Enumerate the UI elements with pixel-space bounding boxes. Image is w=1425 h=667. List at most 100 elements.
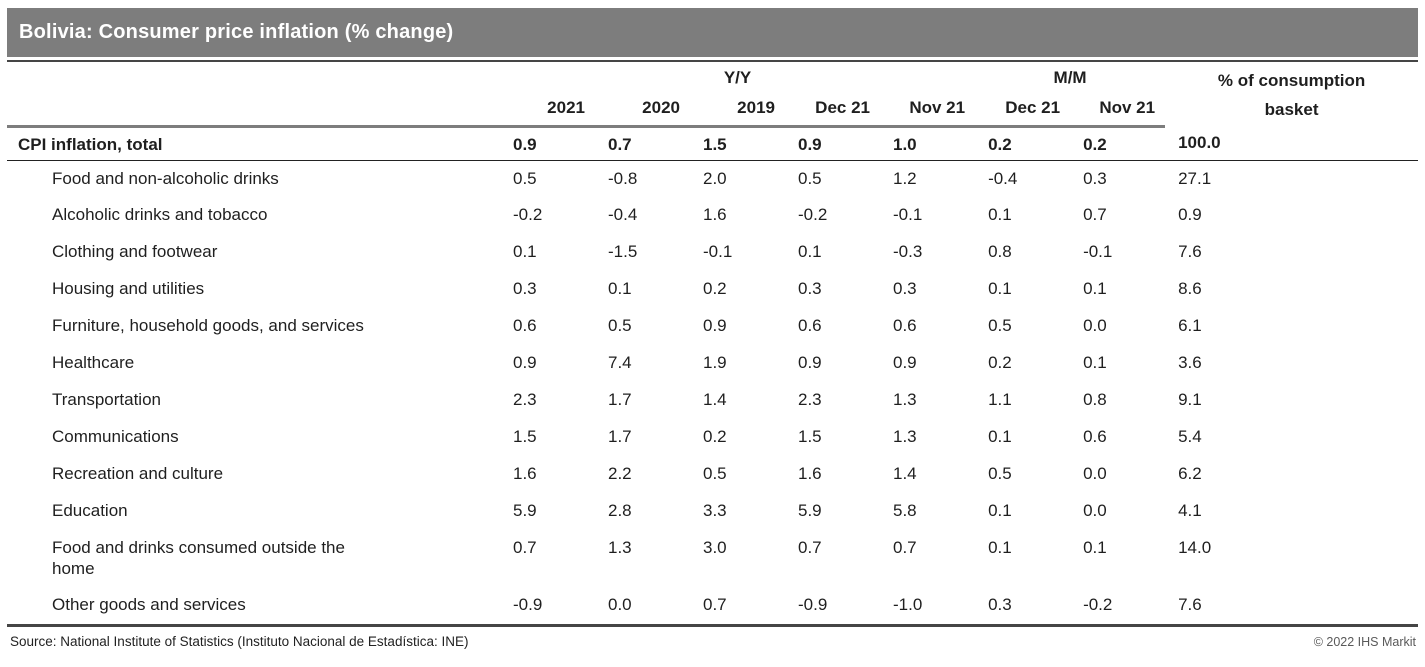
copyright-note: © 2022 IHS Markit bbox=[1313, 635, 1416, 649]
category-label: Food and drinks consumed outside the hom… bbox=[52, 538, 345, 578]
value-cell: 0.5 bbox=[608, 316, 632, 335]
value-cell: 7.4 bbox=[608, 353, 632, 372]
value-cell: 1.3 bbox=[893, 427, 917, 446]
value-cell: 0.6 bbox=[893, 316, 917, 335]
category-label: Clothing and footwear bbox=[52, 242, 218, 261]
value-cell: 0.1 bbox=[1083, 279, 1107, 298]
value-cell: 2.3 bbox=[798, 390, 822, 409]
category-label: Food and non-alcoholic drinks bbox=[52, 168, 279, 188]
value-cell: 14.0 bbox=[1178, 538, 1212, 557]
value-cell: 0.0 bbox=[1083, 316, 1107, 335]
value-cell: 0.0 bbox=[608, 595, 632, 614]
value-cell: 1.4 bbox=[703, 390, 727, 409]
value-cell: 7.6 bbox=[1178, 595, 1202, 614]
value-cell: 0.9 bbox=[513, 353, 537, 372]
value-cell: 3.0 bbox=[703, 538, 727, 557]
value-cell: 5.9 bbox=[513, 501, 537, 520]
value-cell: 0.7 bbox=[703, 595, 727, 614]
table-row: Alcoholic drinks and tobacco -0.2 -0.4 1… bbox=[7, 197, 1418, 234]
table-row: Clothing and footwear 0.1 -1.5 -0.1 0.1 … bbox=[7, 234, 1418, 271]
basket-header-line1: % of consumption bbox=[1217, 71, 1366, 90]
table-body: CPI inflation, total 0.9 0.7 1.5 0.9 1.0… bbox=[7, 126, 1419, 624]
value-cell: -0.1 bbox=[1083, 242, 1113, 261]
value-cell: 0.6 bbox=[798, 316, 822, 335]
value-cell: 5.8 bbox=[893, 501, 917, 520]
column-header-row: 2021 2020 2019 Dec 21 Nov 21 Dec 21 Nov … bbox=[7, 90, 1418, 128]
value-cell: 0.8 bbox=[988, 242, 1012, 261]
value-cell: 0.3 bbox=[798, 279, 822, 298]
value-cell: -0.2 bbox=[798, 205, 828, 224]
value-cell: 0.2 bbox=[988, 353, 1012, 372]
value-cell: -0.9 bbox=[513, 595, 543, 614]
value-cell: 1.7 bbox=[608, 427, 632, 446]
value-cell: 1.5 bbox=[513, 427, 537, 446]
category-label: Housing and utilities bbox=[52, 279, 205, 298]
value-cell: 0.9 bbox=[893, 353, 917, 372]
value-cell: 1.2 bbox=[893, 168, 917, 188]
value-cell: 0.1 bbox=[513, 242, 537, 261]
table-row: Food and drinks consumed outside the hom… bbox=[7, 530, 1418, 587]
category-label: Healthcare bbox=[52, 353, 135, 372]
value-cell: 0.0 bbox=[1083, 464, 1107, 483]
value-cell: 0.7 bbox=[893, 538, 917, 557]
value-cell: 0.9 bbox=[1178, 205, 1202, 224]
value-cell: 1.6 bbox=[703, 205, 727, 224]
category-label: Furniture, household goods, and services bbox=[52, 316, 364, 335]
value-cell: 1.3 bbox=[608, 538, 632, 557]
value-cell: -1.0 bbox=[893, 595, 923, 614]
group-header-yy: Y/Y bbox=[723, 68, 752, 87]
value-cell: 0.7 bbox=[798, 538, 822, 557]
cpi-inflation-table: Y/Y M/M % of consumption basket 2021 202… bbox=[7, 62, 1419, 624]
value-cell: 0.9 bbox=[785, 126, 880, 161]
value-cell: 4.1 bbox=[1178, 501, 1202, 520]
corner-cell bbox=[7, 90, 500, 128]
table-row: Other goods and services -0.9 0.0 0.7 -0… bbox=[7, 587, 1418, 624]
table-header: Y/Y M/M % of consumption basket 2021 202… bbox=[7, 62, 1418, 128]
table-row: Healthcare 0.9 7.4 1.9 0.9 0.9 0.2 0.1 3… bbox=[7, 345, 1418, 382]
value-cell: 0.1 bbox=[798, 242, 822, 261]
value-cell: 1.7 bbox=[608, 390, 632, 409]
category-label: Education bbox=[52, 501, 128, 520]
column-header-nov21-yy: Nov 21 bbox=[880, 90, 976, 128]
table-row: Food and non-alcoholic drinks 0.5 -0.8 2… bbox=[7, 160, 1418, 197]
value-cell: 0.3 bbox=[1083, 168, 1107, 188]
value-cell: 2.2 bbox=[608, 464, 632, 483]
value-cell: 1.9 bbox=[703, 353, 727, 372]
value-cell: -0.8 bbox=[608, 168, 638, 188]
value-cell: -0.3 bbox=[893, 242, 923, 261]
value-cell: 0.0 bbox=[1083, 501, 1107, 520]
value-cell: 0.1 bbox=[988, 538, 1012, 557]
category-label: Alcoholic drinks and tobacco bbox=[52, 205, 268, 224]
exhibit-title-bar: Bolivia: Consumer price inflation (% cha… bbox=[7, 8, 1418, 57]
value-cell: 0.1 bbox=[1083, 353, 1107, 372]
value-cell: 6.2 bbox=[1178, 464, 1202, 483]
value-cell: 8.6 bbox=[1178, 279, 1202, 298]
group-header-mm: M/M bbox=[1053, 68, 1087, 87]
value-cell: 0.2 bbox=[703, 427, 727, 446]
value-cell: 0.5 bbox=[703, 464, 727, 483]
value-cell: 0.5 bbox=[513, 168, 537, 188]
value-cell: 3.3 bbox=[703, 501, 727, 520]
column-header-dec21-mm: Dec 21 bbox=[975, 90, 1071, 128]
value-cell: 0.9 bbox=[798, 353, 822, 372]
column-header-dec21-yy: Dec 21 bbox=[785, 90, 880, 128]
bottom-rule bbox=[7, 624, 1418, 627]
column-header-2019: 2019 bbox=[690, 90, 785, 128]
table-row: Housing and utilities 0.3 0.1 0.2 0.3 0.… bbox=[7, 271, 1418, 308]
value-cell: -0.1 bbox=[703, 242, 733, 261]
value-cell: 1.5 bbox=[798, 427, 822, 446]
table-row: Recreation and culture 1.6 2.2 0.5 1.6 1… bbox=[7, 456, 1418, 493]
value-cell: 0.1 bbox=[988, 279, 1012, 298]
value-cell: 2.8 bbox=[608, 501, 632, 520]
value-cell: 0.1 bbox=[988, 427, 1012, 446]
value-cell: 0.3 bbox=[513, 279, 537, 298]
table-row: Communications 1.5 1.7 0.2 1.5 1.3 0.1 0… bbox=[7, 419, 1418, 456]
value-cell: 0.5 bbox=[988, 464, 1012, 483]
category-label: Other goods and services bbox=[52, 595, 246, 614]
value-cell: 5.9 bbox=[798, 501, 822, 520]
value-cell: -0.4 bbox=[988, 168, 1018, 188]
value-cell: -0.4 bbox=[608, 205, 638, 224]
value-cell: 1.6 bbox=[798, 464, 822, 483]
column-header-basket: % of consumption basket bbox=[1165, 62, 1418, 126]
